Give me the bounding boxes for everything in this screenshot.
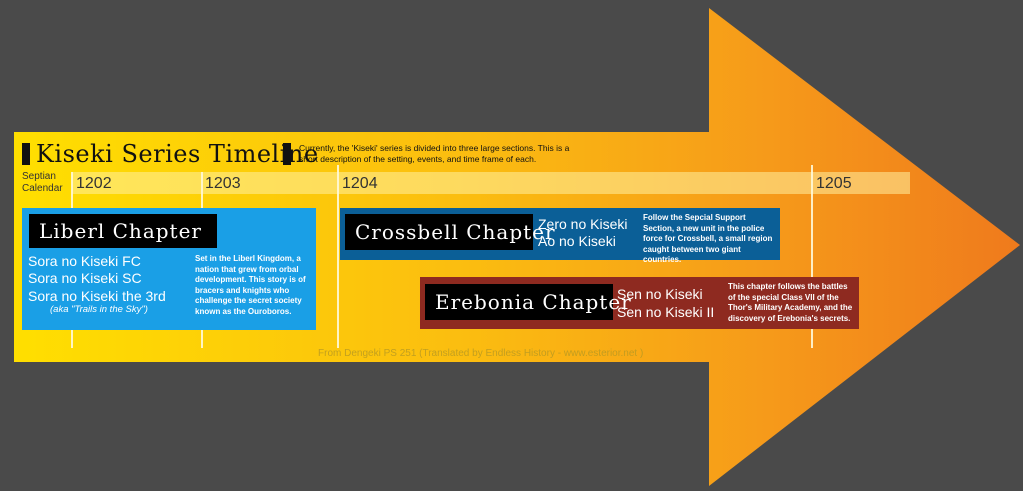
erebonia-chapter-box: Erebonia Chapter Sen no Kiseki Sen no Ki… [420, 277, 859, 329]
crossbell-description: Follow the Sepcial Support Section, a ne… [643, 213, 773, 264]
year-1202: 1202 [76, 175, 112, 192]
liberl-chapter-box: Liberl Chapter Sora no Kiseki FC Sora no… [22, 208, 316, 330]
calendar-label: Septian Calendar [22, 171, 63, 195]
crossbell-game-2: Ao no Kiseki [538, 233, 616, 249]
year-tick-1205 [811, 165, 813, 348]
source-credit: From Dengeki PS 251 (Translated by Endle… [318, 348, 644, 359]
title-bar-right [283, 143, 291, 165]
calendar-label-line1: Septian [22, 171, 56, 182]
liberl-description: Set in the Liberl Kingdom, a nation that… [195, 254, 306, 316]
crossbell-chapter-box: Crossbell Chapter Zero no Kiseki Ao no K… [340, 208, 780, 264]
title-bar-left [22, 143, 30, 165]
calendar-label-line2: Calendar [22, 183, 63, 194]
erebonia-game-1: Sen no Kiseki [617, 286, 703, 302]
intro-text: Currently, the 'Kiseki' series is divide… [299, 143, 570, 164]
crossbell-game-1: Zero no Kiseki [538, 216, 628, 232]
page-title: Kiseki Series Timeline [36, 140, 319, 168]
erebonia-description: This chapter follows the battles of the … [728, 282, 853, 323]
liberl-aka: (aka "Trails in the Sky") [50, 304, 148, 315]
year-tick-1204 [337, 165, 339, 348]
liberl-chapter-title: Liberl Chapter [29, 214, 217, 248]
erebonia-game-2: Sen no Kiseki II [617, 304, 715, 320]
year-1204: 1204 [342, 175, 378, 192]
crossbell-chapter-title: Crossbell Chapter [345, 214, 555, 250]
liberl-game-3: Sora no Kiseki the 3rd [28, 288, 166, 304]
liberl-game-1: Sora no Kiseki FC [28, 253, 141, 269]
year-1203: 1203 [205, 175, 241, 192]
erebonia-chapter-title: Erebonia Chapter [425, 284, 631, 320]
year-band [72, 172, 910, 194]
liberl-game-2: Sora no Kiseki SC [28, 270, 142, 286]
year-1205: 1205 [816, 175, 852, 192]
